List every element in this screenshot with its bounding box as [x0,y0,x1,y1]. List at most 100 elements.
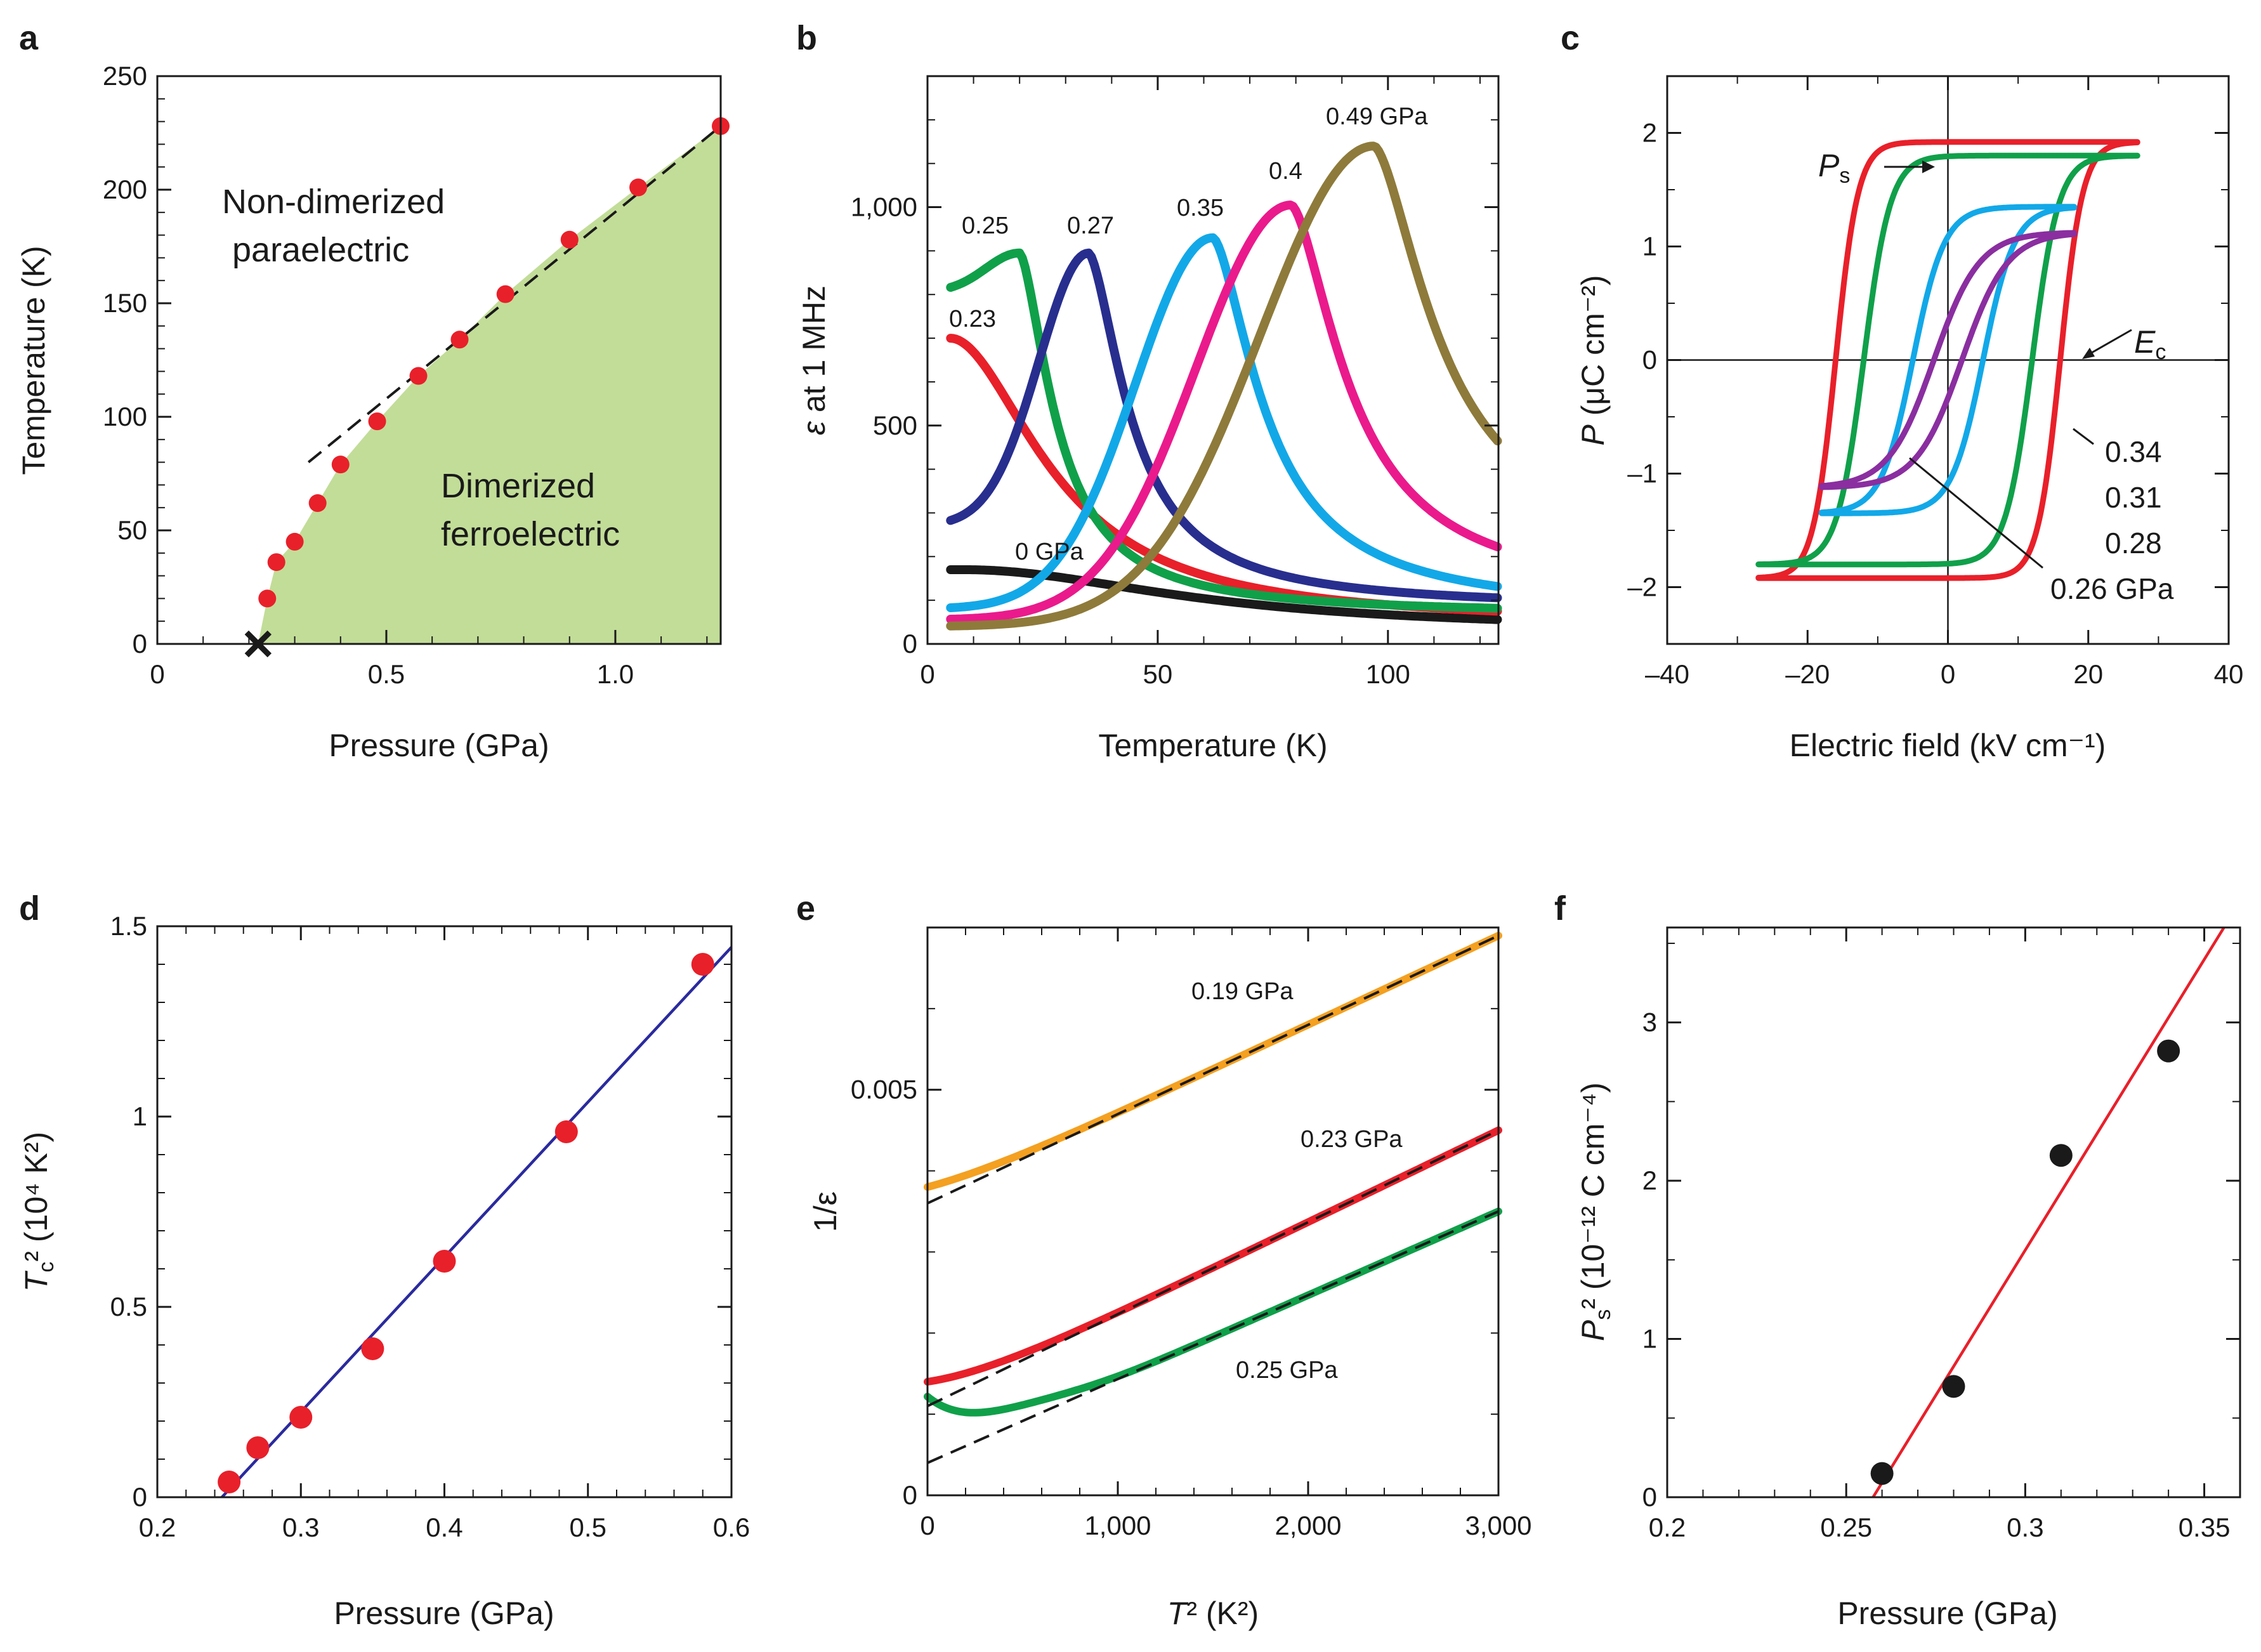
y-axis-label-d: Tc² (10⁴ K²) [18,1132,58,1292]
x-tick-label: 0.3 [282,1512,319,1542]
x-tick-label: 3,000 [1465,1511,1531,1540]
ferroelectric-region [258,126,721,645]
x-tick-label: 50 [1143,659,1173,689]
curve-label-0.27: 0.27 [1067,213,1114,239]
curve-label-025: 0.25 GPa [1236,1357,1338,1384]
hysteresis-loop [1818,204,2078,516]
x-tick-label: 0 [920,659,934,689]
y-tick-label: 200 [103,174,147,204]
data-point [289,1406,313,1429]
eps-curve [946,200,1502,624]
x-tick-label: 1,000 [1084,1511,1151,1540]
x-tick-label: 0.5 [368,659,405,689]
panel-letter-e: e [796,889,815,928]
data-point [691,953,714,976]
x-axis-label-d: Pressure (GPa) [334,1596,554,1631]
data-point [2049,1144,2073,1167]
curve-label-0.35: 0.35 [1177,195,1224,221]
inverse-eps-curve [924,931,1502,1191]
y-tick-label: 0 [133,629,147,659]
legend-026: 0.26 GPa [2050,572,2174,605]
panel-a: a 0 0.5 1.0 0 50 100 150 200 250 Non-dimerized p… [16,19,730,763]
data-point [629,178,648,197]
linear-fit-line [221,946,733,1498]
y-tick-label: 250 [103,61,147,91]
y-tick-label: 1.5 [110,911,147,941]
panel-letter-f: f [1554,889,1566,928]
x-axis-label-a: Pressure (GPa) [329,728,549,763]
x-tick-label: –20 [1785,659,1830,689]
x-tick-label: 40 [2214,659,2244,689]
x-tick-label: 0.2 [139,1512,176,1542]
x-tick-label: 0.35 [2179,1512,2231,1542]
legend-pointer-034 [2073,428,2094,445]
x-tick-label: 0.3 [2007,1512,2043,1542]
hysteresis-loop [1755,152,2140,568]
y-axis-label-a: Temperature (K) [16,246,51,475]
data-point [450,331,469,349]
y-tick-label: 150 [103,288,147,318]
y-tick-label: 100 [103,402,147,431]
linear-fit-line [307,125,722,464]
data-point [560,230,579,249]
x-tick-label: 1.0 [597,659,634,689]
x-tick-label: 0.4 [426,1512,462,1542]
curve-label-0.23: 0.23 [949,306,996,332]
y-tick-label: 500 [873,410,917,440]
plot-frame-f [1666,926,2241,1498]
x-tick-label: 0.25 [1820,1512,1872,1542]
y-tick-label: –2 [1627,572,1657,602]
ps-arrowhead [1922,161,1935,173]
linear-fit-line [1871,926,2225,1498]
panel-letter-d: d [19,889,40,928]
y-tick-label: 0 [1642,1482,1657,1512]
x-tick-label: 2,000 [1275,1511,1341,1540]
plot-frame-b [926,75,1500,645]
y-tick-label: 1 [133,1101,147,1131]
y-tick-label: 1,000 [851,192,917,222]
y-tick-label: 50 [117,515,147,545]
y-tick-label: 1 [1642,232,1657,261]
inverse-eps-curve [924,1126,1502,1386]
legend-034: 0.34 [2105,435,2162,468]
y-axis-label-f: Ps² (10⁻¹² C cm⁻⁴) [1575,1082,1615,1341]
data-point [308,494,327,513]
region-top-line2: paraelectric [232,231,409,269]
x-tick-label: 0 [920,1511,934,1540]
plot-frame-a [156,75,722,645]
curve-label-0.25: 0.25 [962,213,1009,239]
x-tick-label: 0 [150,659,164,689]
ec-arrowhead [2082,348,2095,359]
panel-d: d 0.2 0.3 0.4 0.5 0.6 0 0.5 1 1.5 Pressure (GPa)… [18,889,750,1631]
eps-curve [946,248,1502,603]
y-tick-label: 0 [903,629,917,659]
ec-arrow [2087,329,2132,357]
y-tick-label: –1 [1627,459,1657,488]
curve-label-019: 0.19 GPa [1191,978,1294,1005]
eps-curve [946,233,1502,612]
data-point [218,1471,241,1493]
legend-pointer-026 [1909,457,2043,569]
x-tick-label: 0.6 [713,1512,750,1542]
x-tick-label: 0.2 [1649,1512,1686,1542]
data-point [433,1250,456,1273]
eps-curve [946,141,1502,631]
x-axis-label-b: Temperature (K) [1098,728,1327,763]
y-tick-label: 0 [1642,345,1657,375]
data-point [409,367,428,385]
ps-label: Ps [1818,148,1850,188]
y-tick-label: 1 [1642,1324,1657,1354]
curve-label-0gpa: 0 GPa [1015,539,1084,565]
data-point [258,589,277,608]
curve-label-0.49: 0.49 GPa [1326,103,1428,130]
ec-label: Ec [2134,324,2166,364]
y-tick-label: 2 [1642,1165,1657,1195]
panel-letter-c: c [1561,19,1580,57]
hysteresis-loop [1755,139,2140,581]
y-tick-label: 0.5 [110,1292,147,1321]
inverse-eps-curve [924,1207,1502,1417]
curie-weiss-fit [927,934,1499,1205]
x-axis-label-c: Electric field (kV cm⁻¹) [1790,728,2106,763]
panel-c: c –40 –20 0 20 40 –2 –1 0 1 2 Ps Ec 0.34 0.31 0.2… [1561,19,2243,763]
